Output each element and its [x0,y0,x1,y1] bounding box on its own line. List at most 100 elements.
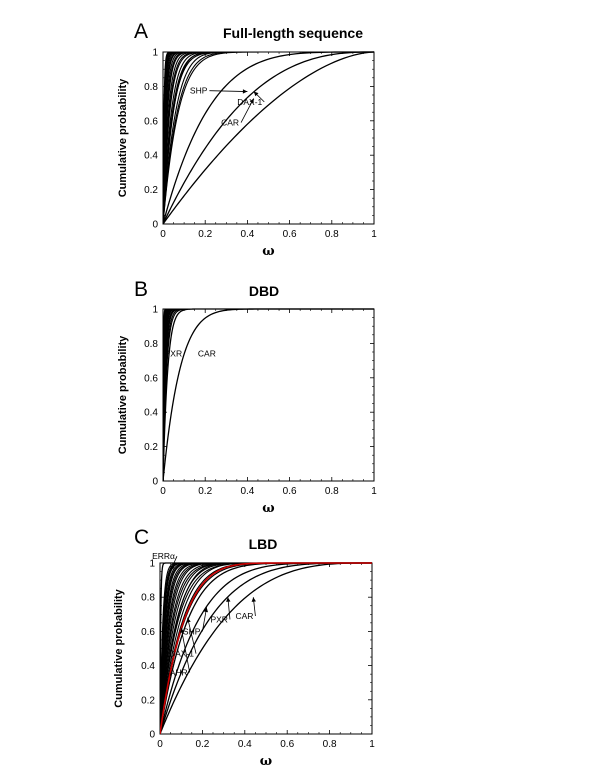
y-tick-label: 0.4 [144,151,158,162]
y-tick-label: 0.4 [144,408,158,419]
x-tick-label: 0.8 [325,486,339,497]
x-tick-label: 0 [157,739,163,750]
series-line-5 [163,308,374,481]
x-tick-label: 0 [160,229,166,240]
series-line-6 [163,308,374,481]
x-tick-label: 0.4 [238,739,252,750]
y-tick-label: 0.2 [141,695,155,706]
series-line-20 [163,308,374,481]
x-tick-label: 0.2 [198,486,212,497]
series-line-16 [163,308,374,481]
series-line-14 [163,51,374,224]
annotation-leader-car [240,98,255,123]
x-tick-label: 0.6 [283,229,297,240]
series-line-17 [163,51,374,224]
y-tick-label: 0.4 [141,661,155,672]
annotation-arrowhead-car [251,597,256,602]
annotation-arrowhead-dax-1 [253,91,259,97]
x-tick-label: 0.8 [325,229,339,240]
panel-letter: C [134,526,149,549]
series-line-22 [163,51,374,224]
series-line-9 [163,308,374,481]
annotation-leader-shp [209,90,248,92]
series-line-13 [163,308,374,481]
y-tick-label: 0.6 [144,373,158,384]
annotation-arrowhead-ahr [179,627,185,633]
series-line-car [163,308,374,481]
panel-letter: B [134,278,148,301]
series-line-2 [163,51,374,224]
series-line-2 [163,308,374,481]
series-line-7 [163,51,374,224]
x-tick-label: 0.8 [323,739,337,750]
y-tick-label: 0 [152,477,158,488]
annotation-ahr: AHR [170,667,188,677]
series-line-shp [163,51,374,224]
series-line-16 [163,51,374,224]
chart-title: LBD [249,536,278,552]
x-tick-label: 1 [371,229,377,240]
series-line-10 [163,51,374,224]
series-line-15 [163,308,374,481]
x-tick-label: 0 [160,486,166,497]
series-line-19 [163,51,374,224]
series-line-11 [163,308,374,481]
series-line-12 [163,51,374,224]
y-tick-label: 0.2 [144,442,158,453]
series-line-21 [163,308,374,481]
series-line-dax-1 [163,51,374,224]
series-line-18 [163,308,374,481]
panel-c: C LBD 0 0.2 0.4 0.6 0.8 1 0 0.2 0.4 0.6 0.8 1 ω Cumulat… [113,526,375,769]
annotation-pxr: PXR [165,349,182,359]
panel-b: B DBD 0 0.2 0.4 0.6 0.8 1 0 0.2 0.4 0.6 0.8 1 ω Cumulat… [117,278,377,516]
annotation-shp: SHP [190,86,208,96]
series-line-7 [163,308,374,481]
series-group [163,51,374,224]
series-line-5 [163,51,374,224]
series-line-1 [163,51,374,224]
series-line-9 [163,51,374,224]
series-line-pxr [160,562,372,734]
y-tick-label: 1 [152,48,158,59]
series-line-car [163,51,374,224]
x-tick-label: 0.4 [240,229,254,240]
annotation-dax-1: DAX-1 [237,97,262,107]
series-line-1 [163,308,374,481]
series-line-8 [163,308,374,481]
y-tick-label: 0 [149,730,155,741]
x-axis-label: ω [262,501,274,516]
x-tick-label: 0.6 [280,739,294,750]
x-axis-label: ω [260,754,272,769]
series-line-ahr [160,562,372,734]
chart-title: DBD [249,283,279,299]
annotation-dax-1: DAX-1 [169,649,194,659]
annotation-car: CAR [198,349,216,359]
annotation-arrowhead-pxr [226,597,231,602]
x-axis-label: ω [262,244,274,259]
y-tick-label: 0.2 [144,185,158,196]
series-line-15 [163,51,374,224]
series-line-20 [163,51,374,224]
plot-frame [162,51,375,225]
x-tick-label: 0.2 [195,739,209,750]
y-tick-label: 0.8 [144,82,158,93]
y-axis-label: Cumulative probability [117,78,129,197]
panel-letter: A [134,20,148,43]
series-line-12 [163,308,374,481]
series-line-6 [163,51,374,224]
series-line-10 [163,308,374,481]
series-line-3 [163,51,374,224]
series-line-car [160,562,372,734]
series-group [160,562,372,734]
series-group [163,308,374,481]
y-axis-label: Cumulative probability [117,335,129,454]
series-line-err [160,562,372,734]
series-line-pxr [163,308,374,481]
chart-title: Full-length sequence [223,25,363,41]
y-tick-label: 0.6 [144,116,158,127]
x-tick-label: 1 [371,486,377,497]
series-line-17 [163,308,374,481]
x-tick-label: 0.4 [240,486,254,497]
x-tick-label: 0.2 [198,229,212,240]
